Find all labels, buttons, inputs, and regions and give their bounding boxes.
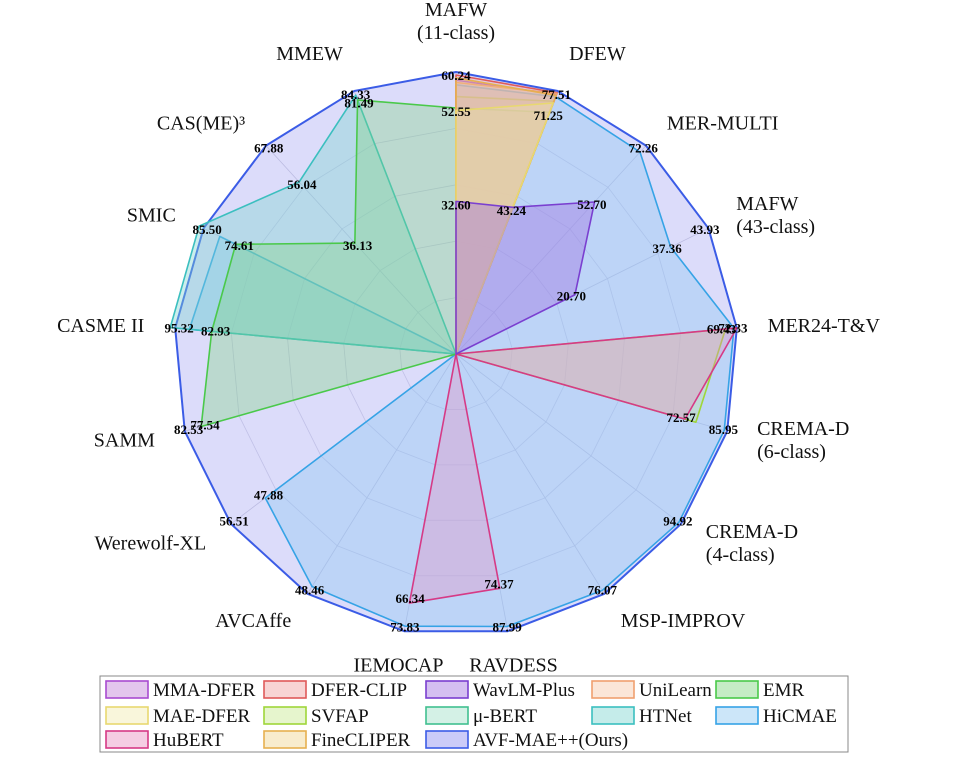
axis-label: AVCAffe xyxy=(215,610,291,632)
value-label: 37.36 xyxy=(652,241,682,256)
grid-spoke xyxy=(307,353,457,594)
axis-label: Werewolf-XL xyxy=(95,533,207,555)
value-label: 81.49 xyxy=(344,96,374,111)
axis-label: CASME II xyxy=(57,315,144,337)
value-label: 69.43 xyxy=(707,321,737,336)
value-label: 43.24 xyxy=(497,203,527,218)
legend-label: FineCLIPER xyxy=(311,730,411,751)
legend-swatch xyxy=(263,680,307,699)
legend-swatch xyxy=(591,706,635,725)
grid-spoke xyxy=(455,145,647,355)
legend: MMA-DFER DFER-CLIP WavLM-Plus UniLearn EMR MA… xyxy=(99,675,849,753)
value-label: 87.99 xyxy=(492,619,522,634)
axis-label: MER-MULTI xyxy=(667,113,778,135)
value-label: 72.26 xyxy=(629,141,659,156)
value-label: 67.88 xyxy=(254,141,284,156)
legend-label: UniLearn xyxy=(639,680,712,701)
value-label: 52.70 xyxy=(577,197,606,212)
legend-label: AVF-MAE++(Ours) xyxy=(473,730,628,751)
value-label: 77.54 xyxy=(190,417,220,432)
value-label: 82.53 xyxy=(174,422,204,437)
grid-ring-2 xyxy=(343,240,569,466)
grid-spoke xyxy=(455,353,682,525)
value-label: 95.32 xyxy=(165,320,194,335)
value-label: 72.57 xyxy=(667,410,697,425)
value-label: 77.51 xyxy=(542,87,571,102)
value-label: 73.83 xyxy=(390,619,420,634)
legend-swatch xyxy=(591,680,635,699)
value-label: 66.34 xyxy=(396,591,426,606)
legend-swatch xyxy=(715,706,759,725)
legend-label: HiCMAE xyxy=(763,706,837,727)
series-wavlm-plus xyxy=(455,200,596,355)
axis-label: MAFW (43-class) xyxy=(736,193,815,238)
grid-spoke xyxy=(265,145,457,355)
value-label: 85.50 xyxy=(193,222,222,237)
value-label: 94.92 xyxy=(663,514,692,529)
value-label: 85.95 xyxy=(709,422,739,437)
legend-swatch xyxy=(715,680,759,699)
legend-label: MMA-DFER xyxy=(153,680,256,701)
legend-swatch xyxy=(425,680,469,699)
axis-label: MSP-IMPROV xyxy=(621,610,746,632)
grid-ring-4 xyxy=(230,127,682,577)
value-label: 72.33 xyxy=(718,320,748,335)
value-label: 74.37 xyxy=(484,576,514,591)
value-label: 76.07 xyxy=(588,582,618,597)
axis-label: DFEW xyxy=(569,43,626,65)
grid-ring-1 xyxy=(399,297,513,410)
axis-labels: MAFW (11-class) DFEW MER-MULTI MAFW (43-class… xyxy=(57,0,880,677)
legend-label: μ-BERT xyxy=(473,706,537,727)
radar-series xyxy=(169,71,738,633)
legend-swatch xyxy=(425,730,469,749)
value-label: 82.93 xyxy=(201,324,231,339)
legend-swatch xyxy=(105,706,149,725)
legend-label: HTNet xyxy=(639,706,692,727)
axis-label: MAFW (11-class) xyxy=(417,0,495,44)
legend-label: EMR xyxy=(763,680,805,701)
legend-label: HuBERT xyxy=(153,730,224,751)
axis-label: SAMM xyxy=(94,430,155,452)
axis-label: CAS(ME)³ xyxy=(157,113,245,135)
axis-label: RAVDESS xyxy=(469,655,558,677)
legend-label: WavLM-Plus xyxy=(473,680,575,701)
legend-label: SVFAP xyxy=(311,706,369,727)
grid-ring-3 xyxy=(287,184,625,521)
value-label: 43.93 xyxy=(690,222,720,237)
value-labels: 60.24 52.55 32.60 77.51 71.25 43.24 72.26 52.70… xyxy=(165,68,748,634)
value-label: 36.13 xyxy=(343,238,373,253)
axis-label: SMIC xyxy=(127,204,176,226)
value-label: 60.24 xyxy=(441,68,471,83)
value-label: 52.55 xyxy=(441,104,471,119)
legend-frame xyxy=(99,675,849,753)
grid-spoke xyxy=(455,353,605,594)
legend-label: DFER-CLIP xyxy=(311,680,407,701)
value-label: 32.60 xyxy=(441,197,470,212)
legend-label: MAE-DFER xyxy=(153,706,250,727)
axis-label: CREMA-D (6-class) xyxy=(757,418,849,463)
legend-swatch xyxy=(263,706,307,725)
value-label: 84.33 xyxy=(341,87,371,102)
axis-label: MER24-T&V xyxy=(768,315,881,337)
legend-swatch xyxy=(105,730,149,749)
legend-swatch xyxy=(263,730,307,749)
value-label: 47.88 xyxy=(254,488,284,503)
value-label: 56.04 xyxy=(287,177,317,192)
axis-label: IEMOCAP xyxy=(353,655,443,677)
series-htnet xyxy=(169,94,457,355)
legend-swatch xyxy=(425,706,469,725)
axis-label: CREMA-D (4-class) xyxy=(706,521,798,566)
axis-label: MMEW xyxy=(276,43,343,65)
value-label: 48.46 xyxy=(295,582,325,597)
value-label: 20.70 xyxy=(557,289,586,304)
value-label: 74.61 xyxy=(225,238,254,253)
value-label: 56.51 xyxy=(220,514,249,529)
value-label: 71.25 xyxy=(534,108,564,123)
legend-swatch xyxy=(105,680,149,699)
